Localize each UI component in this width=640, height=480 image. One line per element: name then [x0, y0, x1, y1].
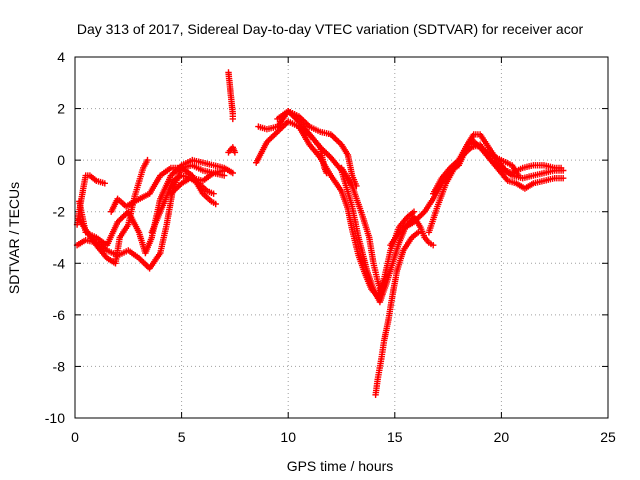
y-tick-label: -6	[53, 307, 66, 323]
x-tick-label: 20	[494, 429, 510, 445]
data-point	[229, 169, 236, 177]
y-tick-label: -8	[53, 358, 66, 374]
chart-title: Day 313 of 2017, Sidereal Day-to-day VTE…	[77, 21, 584, 37]
series-track-17	[468, 136, 522, 179]
data-point	[231, 149, 239, 156]
plot-frame	[74, 56, 609, 419]
data-point	[323, 169, 330, 177]
axis-ticks: 0 5 10 15 20 25 -10 -8 -6 -4 -2 0 2 4	[45, 49, 616, 445]
data-point	[378, 291, 386, 298]
data-point	[430, 242, 437, 249]
series-dip-14h	[372, 229, 422, 398]
x-tick-label: 5	[178, 429, 186, 445]
data-point	[101, 180, 108, 187]
data-point	[144, 156, 151, 164]
series-track-9	[253, 118, 418, 300]
y-tick-label: -4	[53, 255, 66, 271]
y-tick-label: -2	[53, 204, 66, 220]
data-point	[515, 172, 522, 179]
series-spike-7h	[225, 69, 236, 123]
x-tick-label: 10	[280, 429, 296, 445]
data-point	[560, 175, 567, 182]
series-track-11	[274, 108, 360, 190]
series-track-14	[387, 213, 437, 249]
y-axis-label: SDTVAR / TECUs	[6, 182, 22, 294]
series-track-16	[430, 131, 565, 197]
series-track-12	[295, 123, 330, 177]
data-point	[221, 167, 228, 174]
series-track-8	[225, 144, 239, 156]
y-tick-label: 0	[57, 152, 65, 168]
y-tick-label: 4	[57, 49, 65, 65]
series-track-10	[255, 108, 567, 306]
data-point	[212, 200, 219, 208]
plot-area	[73, 69, 567, 398]
data-point	[210, 190, 217, 197]
x-axis-label: GPS time / hours	[287, 458, 394, 474]
x-tick-label: 0	[71, 429, 79, 445]
series-track-13	[338, 164, 386, 298]
data-point	[415, 229, 422, 236]
grid	[75, 57, 608, 418]
data-point	[229, 115, 236, 123]
x-tick-label: 15	[387, 429, 403, 445]
x-tick-label: 25	[600, 429, 616, 445]
data-point	[557, 164, 565, 172]
y-tick-label: 2	[57, 101, 65, 117]
y-tick-label: -10	[45, 410, 65, 426]
series-track-7	[167, 175, 217, 197]
